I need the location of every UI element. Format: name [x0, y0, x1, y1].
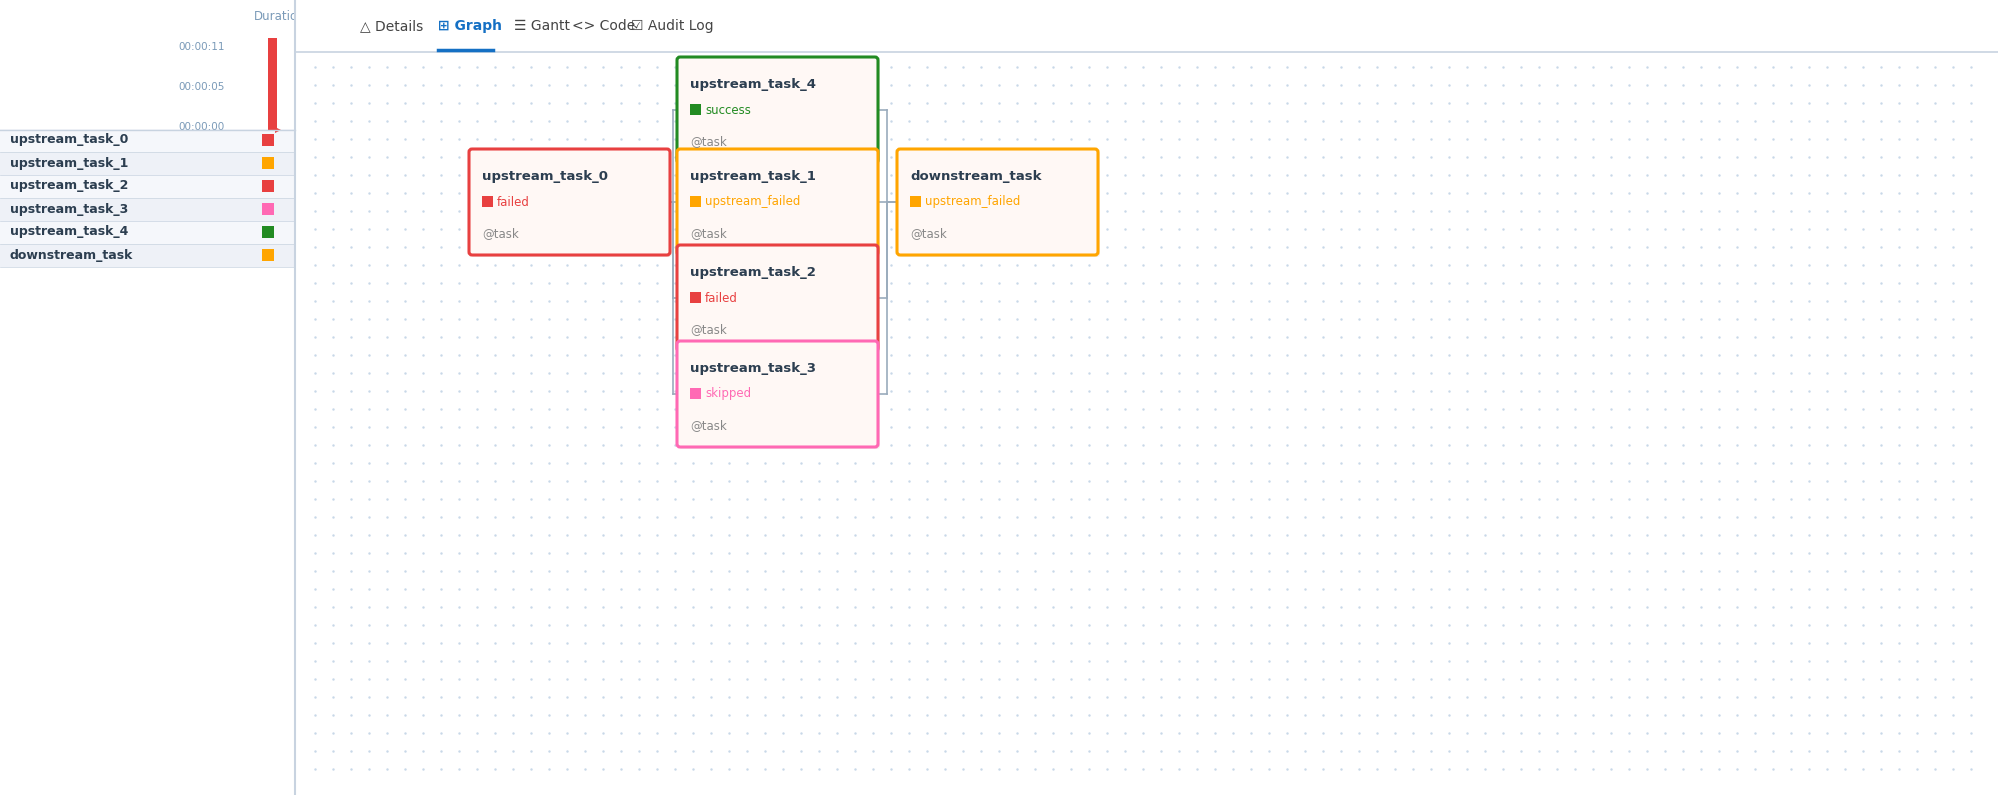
Text: upstream_task_4: upstream_task_4 [10, 226, 128, 238]
Text: upstream_failed: upstream_failed [925, 196, 1019, 208]
Bar [0, 197, 296, 220]
Text: ☑ Audit Log: ☑ Audit Log [631, 19, 713, 33]
Text: ☰ Gantt: ☰ Gantt [513, 19, 569, 33]
FancyBboxPatch shape [470, 149, 669, 255]
FancyBboxPatch shape [679, 151, 879, 257]
Text: upstream_task_1: upstream_task_1 [689, 170, 815, 183]
Text: failed: failed [705, 292, 737, 304]
Bar [0, 174, 296, 197]
Text: success: success [705, 103, 751, 117]
FancyBboxPatch shape [677, 57, 877, 163]
Bar [268, 38, 278, 130]
FancyBboxPatch shape [677, 245, 877, 351]
Text: 00:00:05: 00:00:05 [178, 82, 226, 92]
Bar [296, 0, 1998, 52]
Text: @task: @task [689, 323, 727, 336]
Bar [0, 152, 296, 174]
Bar [262, 249, 274, 261]
FancyBboxPatch shape [897, 149, 1097, 255]
Bar [0, 220, 296, 243]
Text: downstream_task: downstream_task [909, 170, 1041, 183]
FancyBboxPatch shape [472, 151, 671, 257]
Text: @task: @task [689, 419, 727, 432]
Bar [909, 196, 921, 207]
Bar [262, 134, 274, 146]
Text: upstream_task_2: upstream_task_2 [10, 180, 128, 192]
FancyBboxPatch shape [677, 341, 877, 447]
FancyBboxPatch shape [677, 149, 877, 255]
Text: @task: @task [909, 227, 947, 240]
FancyBboxPatch shape [899, 151, 1099, 257]
Bar [689, 196, 701, 207]
Text: upstream_task_3: upstream_task_3 [689, 362, 815, 375]
Bar [0, 129, 296, 152]
Bar [689, 104, 701, 115]
Text: @task: @task [689, 227, 727, 240]
Text: Duration: Duration [254, 10, 306, 23]
Text: upstream_task_0: upstream_task_0 [482, 170, 607, 183]
FancyBboxPatch shape [679, 247, 879, 353]
Text: upstream_task_0: upstream_task_0 [10, 134, 128, 146]
Text: △ Details: △ Details [360, 19, 424, 33]
Text: @task: @task [689, 135, 727, 148]
Text: skipped: skipped [705, 387, 751, 401]
Bar [0, 0, 296, 795]
FancyBboxPatch shape [679, 343, 879, 449]
Text: failed: failed [498, 196, 529, 208]
Text: downstream_task: downstream_task [10, 249, 134, 262]
FancyBboxPatch shape [679, 59, 879, 165]
Text: upstream_task_4: upstream_task_4 [689, 78, 815, 91]
Bar [482, 196, 494, 207]
Text: upstream_task_3: upstream_task_3 [10, 203, 128, 215]
Bar [262, 157, 274, 169]
Bar [689, 388, 701, 399]
Text: upstream_task_2: upstream_task_2 [689, 266, 815, 279]
Bar [0, 243, 296, 266]
Bar [262, 226, 274, 238]
Text: upstream_task_1: upstream_task_1 [10, 157, 128, 169]
Bar [689, 292, 701, 303]
Bar [262, 203, 274, 215]
Text: @task: @task [482, 227, 519, 240]
Text: <> Code: <> Code [571, 19, 635, 33]
Text: ⊞ Graph: ⊞ Graph [438, 19, 501, 33]
Text: 00:00:00: 00:00:00 [178, 122, 226, 132]
Text: upstream_failed: upstream_failed [705, 196, 799, 208]
Bar [262, 180, 274, 192]
Text: 00:00:11: 00:00:11 [178, 42, 226, 52]
